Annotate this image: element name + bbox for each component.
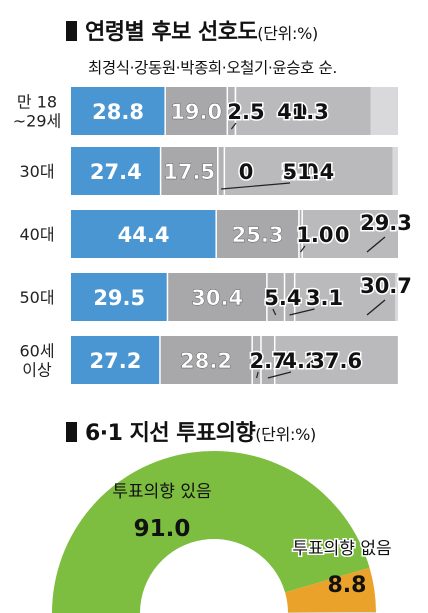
donut-slice bbox=[285, 567, 376, 613]
age-group-label: 만 18 bbox=[17, 93, 57, 112]
slice-category-label: 투표의향 있음 bbox=[112, 482, 211, 502]
slice-value-label: 8.8 bbox=[328, 573, 367, 598]
candidate-order-legend: 최경식·강동원·박종희·오철기·윤승호 순. bbox=[88, 59, 337, 77]
vote-intention-title: 6·1 지선 투표의향(단위:%) bbox=[66, 415, 316, 447]
age-group-label: 60세 bbox=[19, 342, 54, 361]
vote-intention-title-text: 6·1 지선 투표의향 bbox=[85, 421, 256, 446]
vote-intention-unit: (단위:%) bbox=[255, 425, 316, 444]
age-group-label: 30대 bbox=[19, 162, 54, 181]
bar-value-label: 1.0 bbox=[296, 223, 333, 247]
bar-value-label: 2.7 bbox=[250, 349, 287, 373]
bar-value-label: 19.0 bbox=[170, 100, 222, 124]
bar-segment bbox=[227, 87, 236, 135]
bar-segment bbox=[216, 210, 299, 258]
bar-segment bbox=[71, 273, 168, 321]
age-group-label: 40대 bbox=[19, 225, 54, 244]
bar-value-label: 30.7 bbox=[360, 274, 412, 298]
bar-segment bbox=[71, 147, 161, 195]
bar-value-label: 28.8 bbox=[92, 100, 144, 124]
bar-value-label: 51.4 bbox=[282, 160, 334, 184]
age-chart-title-text: 연령별 후보 선호도 bbox=[85, 20, 258, 45]
bar-value-label: 2.0 bbox=[281, 160, 318, 184]
age-group-label: 이상 bbox=[22, 361, 52, 380]
bar-segment bbox=[217, 147, 225, 195]
bar-segment bbox=[71, 87, 166, 135]
bar-segment bbox=[266, 273, 285, 321]
donut-slice bbox=[52, 451, 370, 613]
slice-value-label: 91.0 bbox=[134, 516, 191, 542]
bar-segment bbox=[298, 210, 303, 258]
bar-value-label: 27.4 bbox=[90, 160, 142, 184]
leader-line bbox=[230, 122, 237, 130]
leader-line bbox=[300, 245, 306, 253]
bar-value-label: 2.5 bbox=[227, 100, 264, 124]
bar-value-label: 37.6 bbox=[310, 349, 362, 373]
age-group-label: ~29세 bbox=[13, 112, 62, 131]
bar-segment bbox=[294, 273, 396, 321]
leader-line bbox=[289, 308, 315, 316]
leader-line bbox=[366, 236, 386, 253]
bar-value-label: 44.4 bbox=[118, 223, 170, 247]
leader-line bbox=[255, 371, 259, 379]
bar-value-label: 4.2 bbox=[282, 349, 319, 373]
bar-value-label: 29.3 bbox=[360, 211, 412, 235]
bar-segment bbox=[167, 273, 267, 321]
bar-segment bbox=[252, 336, 261, 384]
bar-segment bbox=[224, 147, 393, 195]
bar-segment bbox=[235, 87, 371, 135]
bar-segment bbox=[71, 210, 217, 258]
leader-line bbox=[267, 371, 292, 379]
bar-value-label: 41.3 bbox=[277, 100, 329, 124]
bar-value-label: 3.1 bbox=[306, 286, 343, 310]
age-chart-title: 연령별 후보 선호도(단위:%) bbox=[66, 14, 318, 46]
bar-value-label: 5.4 bbox=[264, 286, 301, 310]
bar-segment bbox=[159, 336, 253, 384]
bar-segment bbox=[302, 210, 398, 258]
bar-value-label: 0 bbox=[293, 100, 308, 124]
bar-value-label: 17.5 bbox=[163, 160, 215, 184]
bar-segment bbox=[160, 147, 218, 195]
bar-value-label: 30.4 bbox=[191, 286, 243, 310]
bar-segment bbox=[260, 336, 275, 384]
leader-line bbox=[221, 182, 291, 190]
age-chart-unit: (단위:%) bbox=[257, 24, 318, 43]
slice-category-label: 투표의향 없음 bbox=[292, 539, 391, 559]
bar-value-label: 28.2 bbox=[180, 349, 232, 373]
bar-segment bbox=[274, 336, 398, 384]
leader-line bbox=[366, 299, 386, 316]
bar-segment bbox=[284, 273, 295, 321]
bar-value-label: 25.3 bbox=[232, 223, 284, 247]
bar-value-label: 0 bbox=[239, 160, 254, 184]
bar-segment bbox=[165, 87, 228, 135]
leader-line bbox=[272, 308, 277, 316]
bar-value-label: 27.2 bbox=[90, 349, 142, 373]
age-group-label: 50대 bbox=[19, 288, 54, 307]
bar-segment bbox=[71, 336, 160, 384]
title-square-icon bbox=[66, 21, 77, 41]
bar-value-label: 29.5 bbox=[93, 286, 145, 310]
bar-value-label: 0 bbox=[335, 223, 350, 247]
title-square-icon bbox=[66, 422, 77, 442]
